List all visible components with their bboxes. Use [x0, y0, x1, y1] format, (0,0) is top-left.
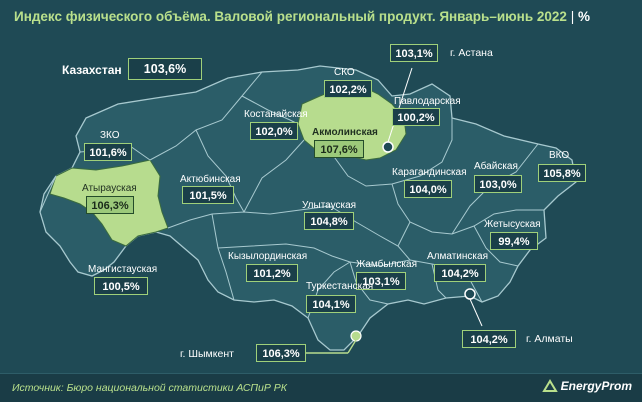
- region-pavlodar-label: Павлодарская: [394, 96, 461, 107]
- city-shymkent-value: 106,3%: [256, 344, 306, 362]
- region-zhetysu-value: 99,4%: [490, 232, 538, 250]
- region-kostanay-value: 102,0%: [250, 122, 298, 140]
- logo-text: EnergyProm: [560, 379, 632, 393]
- region-kyzylorda-label: Кызылординская: [228, 251, 308, 262]
- region-sko-label: СКО: [334, 67, 355, 78]
- footer: Источник: Бюро национальной статистики А…: [0, 373, 642, 402]
- leader-lines: [387, 67, 483, 327]
- region-karaganda-value: 104,0%: [404, 180, 452, 198]
- region-aktobe-label: Актюбинская: [180, 174, 241, 185]
- chart-title: Индекс физического объёма. Валовой регио…: [14, 9, 628, 24]
- region-vko-label: ВКО: [549, 150, 570, 161]
- region-zko-value: 101,6%: [84, 143, 132, 161]
- region-zhetysu-label: Жетысуская: [484, 219, 541, 230]
- region-ulytau-label: Улытауская: [302, 200, 357, 211]
- astana-marker: [382, 141, 394, 153]
- region-turkestan-value: 104,1%: [306, 295, 356, 313]
- kazakhstan-value: 103,6%: [128, 58, 202, 80]
- region-pavlodar-value: 100,2%: [392, 108, 440, 126]
- logo: EnergyProm: [541, 379, 632, 393]
- region-atyrau-label: Атырауская: [82, 183, 137, 194]
- city-shymkent-label: г. Шымкент: [180, 348, 234, 360]
- title-unit: %: [577, 9, 590, 24]
- region-almaty-obl-value: 104,2%: [434, 264, 486, 282]
- city-almaty-label: г. Алматы: [526, 333, 573, 345]
- kazakhstan-label: Казахстан: [62, 63, 122, 77]
- region-turkestan-label: Туркестанская: [306, 281, 374, 292]
- city-astana-label: г. Астана: [450, 47, 493, 59]
- region-kostanay-label: Костанайская: [244, 109, 308, 120]
- region-mangystau-value: 100,5%: [94, 277, 148, 295]
- region-almaty-obl-label: Алматинская: [427, 251, 488, 262]
- title-separator: |: [570, 9, 578, 24]
- region-atyrau-value: 106,3%: [86, 196, 134, 214]
- region-zko-label: ЗКО: [100, 130, 120, 141]
- region-ulytau-value: 104,8%: [304, 212, 354, 230]
- city-almaty-value: 104,2%: [462, 330, 516, 348]
- region-karaganda-label: Карагандинская: [392, 167, 467, 178]
- region-mangystau-label: Мангистауская: [88, 264, 158, 275]
- region-sko-value: 102,2%: [324, 80, 372, 98]
- region-abai-label: Абайская: [474, 161, 518, 172]
- region-zhambyl-value: 103,1%: [356, 272, 406, 290]
- shymkent-leader-2: [347, 339, 357, 354]
- city-astana-value: 103,1%: [390, 44, 438, 62]
- region-abai-value: 103,0%: [474, 175, 522, 193]
- almaty-marker: [464, 288, 476, 300]
- shymkent-marker: [350, 330, 362, 342]
- title-text: Индекс физического объёма. Валовой регио…: [14, 9, 567, 24]
- region-zhambyl-label: Жамбылская: [356, 259, 417, 270]
- region-akmola-label: Акмолинская: [312, 127, 378, 138]
- region-akmola-value: 107,6%: [314, 140, 364, 158]
- region-vko-value: 105,8%: [538, 164, 586, 182]
- energyprom-logo-icon: [541, 379, 558, 392]
- region-aktobe-value: 101,5%: [182, 186, 234, 204]
- region-kyzylorda-value: 101,2%: [246, 264, 298, 282]
- source-text: Источник: Бюро национальной статистики А…: [12, 382, 287, 394]
